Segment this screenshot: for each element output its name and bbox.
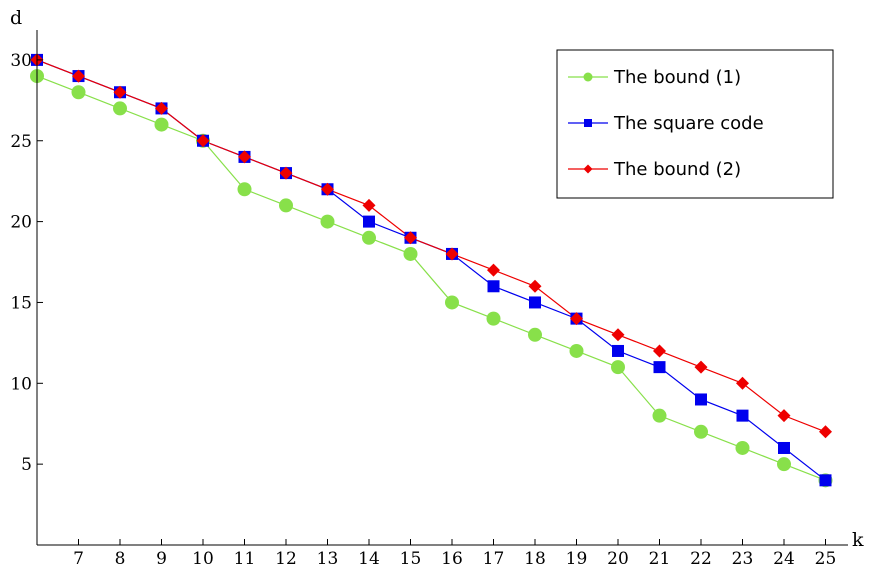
series-3-point <box>777 409 791 423</box>
series-1-point <box>735 440 750 455</box>
y-ticks: 5 10 15 20 25 30 <box>10 51 43 475</box>
series-3-point <box>155 101 168 115</box>
x-tick-label: 19 <box>566 549 588 565</box>
series-1-point <box>486 311 501 326</box>
series-3-point <box>611 328 625 342</box>
axes <box>36 30 848 546</box>
legend-label-3: The bound (2) <box>613 159 741 180</box>
y-tick-label: 25 <box>10 132 32 152</box>
series-3-point <box>819 425 832 439</box>
series-3-point <box>196 134 210 148</box>
series-3-point <box>570 312 583 326</box>
x-tick-label: 20 <box>607 549 629 565</box>
series-1-point <box>611 360 625 375</box>
x-tick-label: 18 <box>524 549 546 565</box>
plot-markers <box>30 53 833 488</box>
series-2-point <box>695 393 707 406</box>
series-3-point <box>653 344 666 358</box>
x-tick-label: 7 <box>73 549 84 565</box>
x-tick-label: 22 <box>690 549 712 565</box>
series-1-point <box>528 327 542 342</box>
x-tick-label: 15 <box>400 549 422 565</box>
series-3-point <box>487 263 500 277</box>
series-2-point <box>778 441 790 454</box>
series-1-point <box>403 246 418 261</box>
series-3-point <box>694 360 708 374</box>
y-tick-label: 5 <box>21 455 32 475</box>
series-2-point <box>363 215 375 228</box>
series-1-point <box>777 457 791 472</box>
y-tick-label: 15 <box>10 293 32 313</box>
series-3-point <box>279 166 293 180</box>
x-tick-label: 9 <box>156 549 167 565</box>
series-2-point <box>529 296 541 309</box>
y-axis-label: d <box>10 7 22 29</box>
x-tick-label: 17 <box>483 549 505 565</box>
x-tick-label: 25 <box>815 549 837 565</box>
series-3-point <box>404 231 417 245</box>
series-1-point <box>113 101 127 116</box>
y-tick-label: 20 <box>10 213 32 233</box>
x-tick-label: 12 <box>275 549 297 565</box>
series-3-point <box>238 150 251 164</box>
series-3-point <box>362 198 376 212</box>
x-tick-label: 23 <box>732 549 754 565</box>
plot-area <box>36 59 826 481</box>
x-tick-label: 16 <box>441 549 463 565</box>
legend-box <box>556 49 834 199</box>
series-line-3 <box>36 59 826 433</box>
x-ticks: 7 8 9 10 11 12 13 14 15 16 17 18 19 20 21 22 23 24 25 <box>73 539 836 565</box>
series-3-point <box>528 279 542 293</box>
x-tick-label: 10 <box>192 549 214 565</box>
x-tick-label: 11 <box>234 549 256 565</box>
series-2-point <box>612 344 624 357</box>
legend-marker-2 <box>584 119 592 127</box>
series-1-point <box>71 85 86 100</box>
legend: The bound (1) The square code The bound (2… <box>556 49 834 199</box>
series-1-point <box>694 424 708 439</box>
x-tick-label: 24 <box>773 549 795 565</box>
series-3-point <box>445 247 459 261</box>
series-2-point <box>487 280 500 293</box>
x-tick-label: 13 <box>317 549 339 565</box>
x-axis-label: k <box>852 529 864 551</box>
series-3-point <box>113 85 127 99</box>
series-1-point <box>445 295 459 310</box>
y-tick-label: 10 <box>10 374 32 394</box>
series-1-point <box>362 230 376 245</box>
legend-marker-3 <box>583 164 593 174</box>
series-1-point <box>237 182 252 197</box>
legend-label-2: The square code <box>613 113 764 134</box>
x-tick-label: 14 <box>358 549 380 565</box>
series-line-1 <box>36 75 826 481</box>
series-1-point <box>569 343 584 358</box>
series-2-point <box>819 474 832 487</box>
series-1-point <box>154 117 169 132</box>
x-tick-label: 8 <box>115 549 126 565</box>
series-1-point <box>279 198 293 213</box>
legend-marker-1 <box>583 72 593 82</box>
series-2-point <box>653 361 666 374</box>
series-1-point <box>652 408 667 423</box>
series-3-point <box>72 69 85 83</box>
y-tick-label: 30 <box>10 51 32 71</box>
series-3-point <box>736 376 749 390</box>
series-2-point <box>736 409 749 422</box>
series-1-point <box>320 214 335 229</box>
legend-label-1: The bound (1) <box>613 67 741 88</box>
series-3-point <box>321 182 334 196</box>
x-tick-label: 21 <box>649 549 671 565</box>
